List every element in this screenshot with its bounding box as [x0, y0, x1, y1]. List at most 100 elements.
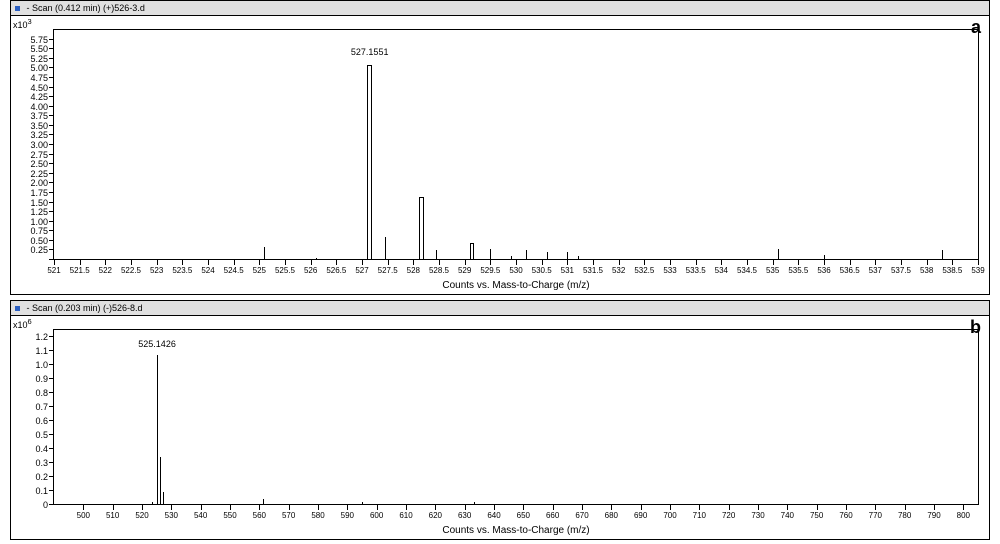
panel-a: - Scan (0.412 min) (+)526-3.d x103 a Cou…	[10, 0, 990, 295]
y-tick	[49, 221, 54, 222]
x-tick	[406, 505, 407, 510]
x-tick-label: 580	[311, 511, 324, 520]
x-tick-label: 600	[370, 511, 383, 520]
y-tick-label: 0.7	[35, 402, 48, 412]
peak-label: 525.1426	[138, 339, 176, 349]
y-tick	[49, 420, 54, 421]
x-tick	[901, 260, 902, 265]
x-axis-title: Counts vs. Mass-to-Charge (m/z)	[54, 525, 978, 536]
ms-peak-line	[152, 502, 153, 505]
x-tick	[435, 505, 436, 510]
ms-peak-line	[547, 252, 548, 260]
x-tick-label: 524.5	[224, 266, 244, 275]
x-tick-label: 526.5	[326, 266, 346, 275]
x-tick	[377, 505, 378, 510]
x-tick	[131, 260, 132, 265]
ms-peak-line	[263, 499, 264, 505]
y-tick-label: 2.25	[30, 169, 48, 179]
y-tick	[49, 202, 54, 203]
panel-a-header: - Scan (0.412 min) (+)526-3.d	[11, 1, 989, 16]
x-tick	[362, 260, 363, 265]
y-tick-label: 4.25	[30, 92, 48, 102]
y-tick	[49, 39, 54, 40]
x-tick-label: 523	[150, 266, 163, 275]
x-tick-label: 535	[766, 266, 779, 275]
panel-b-plot-area: Counts vs. Mass-to-Charge (m/z) 00.10.20…	[53, 329, 979, 505]
x-tick	[696, 260, 697, 265]
y-axis-exponent: x106	[13, 317, 32, 330]
ms-peak-line	[567, 252, 568, 260]
peak-label: 527.1551	[351, 47, 389, 57]
y-tick	[49, 125, 54, 126]
x-tick-label: 527	[355, 266, 368, 275]
ms-peak-line	[160, 457, 161, 505]
x-tick-label: 800	[957, 511, 970, 520]
x-tick	[208, 260, 209, 265]
y-tick	[49, 163, 54, 164]
x-tick-label: 750	[810, 511, 823, 520]
y-tick-label: 0.50	[30, 236, 48, 246]
y-tick-label: 0.75	[30, 226, 48, 236]
x-tick-label: 640	[487, 511, 500, 520]
x-tick	[875, 260, 876, 265]
y-tick-label: 2.75	[30, 150, 48, 160]
x-tick	[516, 260, 517, 265]
x-tick	[927, 260, 928, 265]
x-tick	[611, 505, 612, 510]
ms-peak-line	[157, 355, 158, 505]
panel-b: - Scan (0.203 min) (-)526-8.d x106 b Cou…	[10, 300, 990, 540]
x-tick	[553, 505, 554, 510]
y-tick-label: 1.0	[35, 360, 48, 370]
x-tick-label: 537	[869, 266, 882, 275]
y-tick	[49, 434, 54, 435]
x-tick-label: 522.5	[121, 266, 141, 275]
x-tick-label: 670	[575, 511, 588, 520]
x-tick	[641, 505, 642, 510]
x-tick	[259, 505, 260, 510]
y-tick	[49, 182, 54, 183]
panel-b-header: - Scan (0.203 min) (-)526-8.d	[11, 301, 989, 316]
x-tick	[157, 260, 158, 265]
x-tick-label: 500	[77, 511, 90, 520]
y-tick-label: 0	[43, 500, 48, 510]
x-tick	[388, 260, 389, 265]
x-tick-label: 680	[605, 511, 618, 520]
x-tick	[824, 260, 825, 265]
x-tick	[644, 260, 645, 265]
x-tick	[567, 260, 568, 265]
x-tick-label: 780	[898, 511, 911, 520]
y-tick-label: 1.25	[30, 207, 48, 217]
x-tick	[978, 260, 979, 265]
x-tick-label: 630	[458, 511, 471, 520]
y-tick-label: 1.75	[30, 188, 48, 198]
y-tick	[49, 364, 54, 365]
ms-peak-line	[316, 258, 317, 260]
x-tick	[336, 260, 337, 265]
x-tick	[285, 260, 286, 265]
y-tick	[49, 87, 54, 88]
y-tick	[49, 173, 54, 174]
y-tick	[49, 192, 54, 193]
y-tick	[49, 230, 54, 231]
x-tick	[747, 260, 748, 265]
x-tick	[439, 260, 440, 265]
x-tick-label: 538	[920, 266, 933, 275]
x-tick	[798, 260, 799, 265]
y-tick	[49, 392, 54, 393]
x-tick-label: 710	[693, 511, 706, 520]
x-tick	[593, 260, 594, 265]
x-tick-label: 530	[165, 511, 178, 520]
ms-peak-line	[675, 259, 676, 260]
series-color-dot	[15, 306, 20, 311]
x-tick	[670, 260, 671, 265]
y-tick-label: 1.00	[30, 217, 48, 227]
x-tick-label: 538.5	[942, 266, 962, 275]
y-tick	[49, 48, 54, 49]
y-tick-label: 0.4	[35, 444, 48, 454]
y-tick-label: 5.75	[30, 35, 48, 45]
x-tick-label: 521	[47, 266, 60, 275]
x-tick	[699, 505, 700, 510]
x-tick-label: 532	[612, 266, 625, 275]
y-tick	[49, 490, 54, 491]
x-tick-label: 520	[135, 511, 148, 520]
